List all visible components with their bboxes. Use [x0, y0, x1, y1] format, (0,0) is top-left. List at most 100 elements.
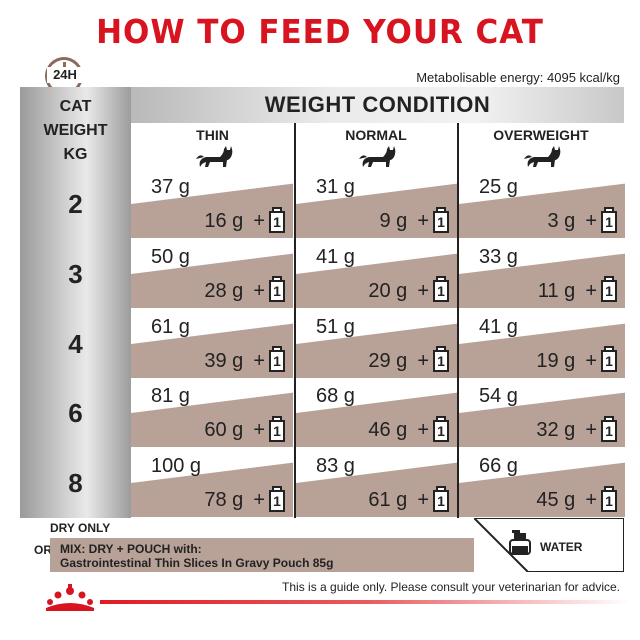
feeding-cell: 41 g 20 g +1 [296, 239, 457, 308]
mix-dry-amount: 45 g [536, 489, 576, 512]
mix-dry-amount: 20 g [368, 279, 408, 302]
pouch-count: 1 [273, 213, 281, 230]
feeding-cell: 54 g 32 g +1 [459, 379, 625, 448]
mix-amount-group: 28 g +1 [204, 276, 285, 303]
cat-icon [524, 146, 561, 167]
pouch-icon: 1 [269, 206, 285, 233]
legend-mix-title: MIX: DRY + POUCH with: [60, 542, 202, 556]
plus-sign: + [253, 210, 265, 232]
mix-diagonal-band [459, 253, 625, 308]
pouch-icon: 1 [433, 415, 449, 442]
pouch-icon: 1 [601, 346, 617, 373]
mix-amount-group: 3 g +1 [547, 206, 617, 233]
mix-diagonal-band [459, 392, 625, 448]
mix-diagonal-band [131, 323, 293, 378]
plus-sign: + [585, 349, 597, 372]
mix-dry-amount: 39 g [204, 349, 244, 372]
pouch-icon: 1 [433, 346, 449, 373]
legend-water: WATER [540, 540, 583, 554]
plus-sign: + [253, 419, 265, 442]
mix-amount-group: 61 g +1 [368, 485, 449, 512]
pouch-icon: 1 [433, 276, 449, 303]
royal-canin-crown-logo [46, 584, 94, 611]
pouch-count: 1 [437, 492, 445, 509]
plus-sign: + [253, 349, 265, 372]
weight-column-band [20, 87, 131, 518]
dry-amount: 50 g [151, 245, 190, 268]
column-header-label: THIN [196, 127, 229, 143]
pouch-icon: 1 [601, 415, 617, 442]
pouch-icon: 1 [601, 485, 617, 512]
pouch-count: 1 [273, 283, 281, 300]
mix-amount-group: 19 g +1 [536, 346, 617, 373]
pouch-count: 1 [437, 422, 445, 439]
pouch-count: 1 [273, 353, 281, 370]
legend-dry-only: DRY ONLY [50, 521, 111, 535]
mix-amount-group: 46 g +1 [368, 415, 449, 442]
mix-diagonal-band [296, 392, 457, 448]
pouch-icon: 1 [269, 346, 285, 373]
pouch-icon: 1 [269, 415, 285, 442]
dry-amount: 51 g [316, 315, 355, 338]
pouch-count: 1 [273, 492, 281, 509]
feeding-cell: 66 g 45 g +1 [459, 449, 625, 518]
mix-dry-amount: 28 g [204, 279, 244, 302]
mix-dry-amount: 16 g [204, 210, 244, 232]
column-divider [457, 123, 459, 518]
dry-amount: 83 g [316, 455, 355, 478]
mix-amount-group: 45 g +1 [536, 485, 617, 512]
mix-amount-group: 39 g +1 [204, 346, 285, 373]
mix-dry-amount: 3 g [547, 210, 576, 232]
disclaimer: This is a guide only. Please consult you… [282, 580, 620, 594]
mix-amount-group: 9 g +1 [380, 206, 449, 233]
feeding-table: CAT WEIGHT KG WEIGHT CONDITION THIN NORMA… [20, 87, 625, 518]
mix-amount-group: 32 g +1 [536, 415, 617, 442]
pouch-count: 1 [437, 213, 445, 230]
water-legend-box [474, 518, 624, 572]
row-weight-label: 4 [68, 328, 83, 359]
feeding-cell: 61 g 39 g +1 [131, 309, 293, 378]
dry-amount: 25 g [479, 176, 518, 198]
pouch-count: 1 [605, 213, 613, 230]
cat-icon [195, 146, 232, 167]
pouch-count: 1 [437, 283, 445, 300]
mix-dry-amount: 32 g [536, 419, 576, 442]
feeding-cell: 51 g 29 g +1 [296, 309, 457, 378]
feeding-cell: 68 g 46 g +1 [296, 379, 457, 448]
dry-amount: 31 g [316, 176, 355, 198]
feeding-cell: 31 g 9 g +1 [296, 170, 457, 238]
dry-amount: 41 g [479, 315, 518, 338]
pouch-count: 1 [605, 353, 613, 370]
dry-amount: 37 g [151, 176, 190, 198]
dry-amount: 33 g [479, 245, 518, 268]
dry-amount: 100 g [151, 455, 202, 478]
legend-mix-band [50, 538, 474, 572]
row-weight-label: 2 [68, 189, 83, 219]
mix-diagonal-band [296, 253, 457, 308]
mix-dry-amount: 29 g [368, 349, 408, 372]
feeding-cell: 100 g 78 g +1 [131, 449, 293, 518]
feeding-cell: 83 g 61 g +1 [296, 449, 457, 518]
row-weight-label: 3 [68, 258, 83, 289]
mix-diagonal-band [296, 462, 457, 518]
column-header-label: NORMAL [345, 127, 407, 143]
pouch-count: 1 [437, 353, 445, 370]
plus-sign: + [417, 349, 429, 372]
mix-amount-group: 16 g +1 [204, 206, 285, 233]
dry-amount: 66 g [479, 455, 518, 478]
mix-dry-amount: 11 g [537, 279, 576, 302]
cat-icon [359, 146, 396, 167]
feeding-cell: 25 g 3 g +1 [459, 170, 625, 238]
pouch-icon: 1 [433, 485, 449, 512]
plus-sign: + [585, 489, 597, 512]
plus-sign: + [253, 279, 265, 302]
mix-dry-amount: 46 g [368, 419, 408, 442]
dry-amount: 41 g [316, 245, 355, 268]
feeding-cell: 41 g 19 g +1 [459, 309, 625, 378]
mix-amount-group: 20 g +1 [368, 276, 449, 303]
mix-diagonal-band [296, 183, 457, 238]
mix-diagonal-band [459, 183, 625, 238]
row-weight-label: 8 [68, 468, 83, 499]
weight-condition-header: WEIGHT CONDITION [264, 92, 491, 117]
pouch-icon: 1 [601, 206, 617, 233]
